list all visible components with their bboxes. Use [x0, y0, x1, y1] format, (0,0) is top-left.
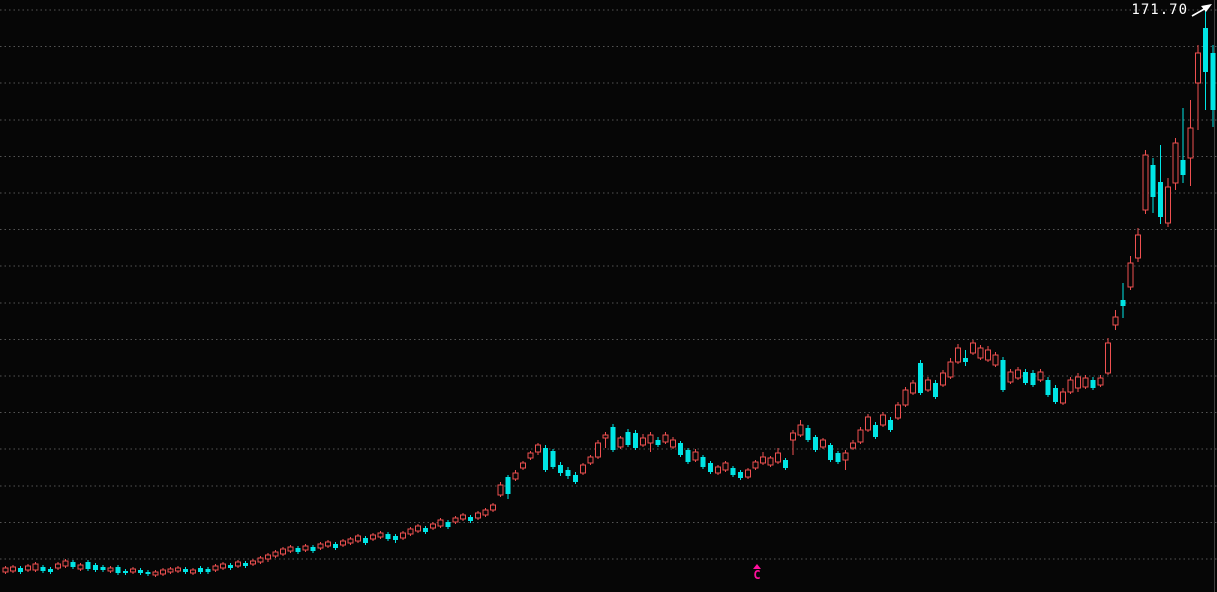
event-marker[interactable]: C: [749, 564, 765, 581]
up-right-arrow-icon: [1191, 3, 1213, 18]
event-marker-letter: C: [753, 568, 761, 582]
last-price-callout: 171.70: [1131, 3, 1213, 18]
event-marker-triangle-icon: [753, 564, 761, 569]
last-price-label: 171.70: [1131, 2, 1188, 18]
